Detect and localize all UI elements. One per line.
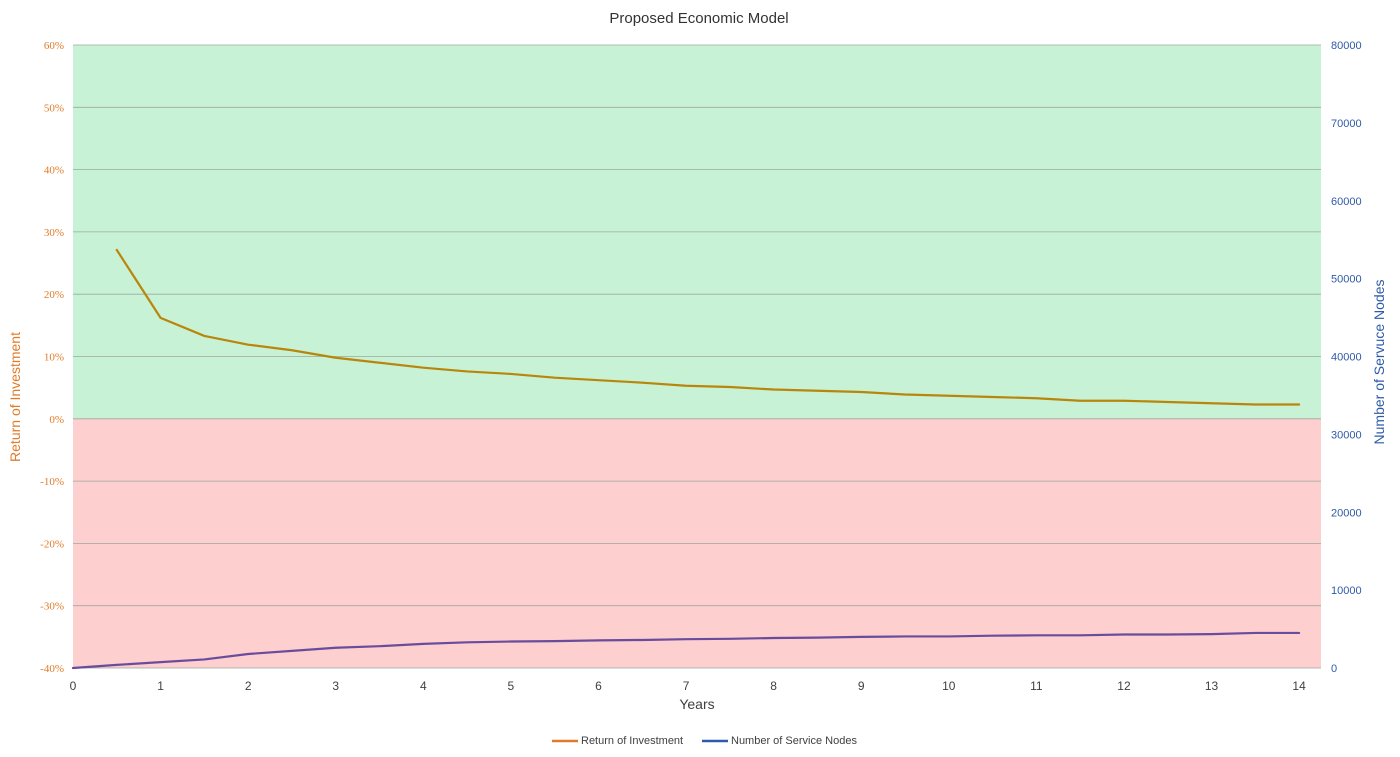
left-y-tick-label: -20%	[40, 538, 64, 550]
x-tick-label: 12	[1117, 679, 1131, 693]
left-y-tick-label: -30%	[40, 601, 64, 613]
right-y-axis-title: Number of Servuce Nodes	[1371, 280, 1387, 445]
left-y-tick-label: 10%	[44, 352, 64, 364]
right-y-tick-label: 10000	[1331, 585, 1362, 597]
right-y-tick-label: 70000	[1331, 118, 1362, 130]
left-y-tick-label: 0%	[49, 414, 64, 426]
x-tick-label: 7	[683, 679, 690, 693]
x-tick-label: 9	[858, 679, 865, 693]
left-y-tick-label: 60%	[44, 40, 64, 52]
left-y-tick-label: -10%	[40, 476, 64, 488]
series-lines	[71, 248, 1301, 670]
right-y-tick-label: 50000	[1331, 274, 1362, 286]
x-axis-title: Years	[679, 696, 714, 712]
x-tick-label: 5	[508, 679, 515, 693]
left-y-tick-label: -40%	[40, 663, 64, 675]
right-y-tick-label: 20000	[1331, 507, 1362, 519]
right-y-axis-ticks: 80000 70000 60000 50000 40000 30000 20000 10000…	[1331, 40, 1362, 675]
legend: Return of Investment Number of Service N…	[552, 735, 857, 747]
left-y-tick-label: 40%	[44, 165, 64, 177]
left-y-tick-label: 50%	[44, 102, 64, 114]
right-y-tick-label: 0	[1331, 663, 1337, 675]
left-y-tick-label: 30%	[44, 227, 64, 239]
x-tick-label: 13	[1205, 679, 1219, 693]
legend-nodes-label: Number of Service Nodes	[731, 735, 857, 747]
right-y-tick-label: 60000	[1331, 196, 1362, 208]
gridlines	[73, 44, 1321, 669]
legend-roi-label: Return of Investment	[581, 735, 683, 747]
right-y-tick-label: 80000	[1331, 40, 1362, 52]
series-line-return-of-investment	[115, 248, 1301, 406]
x-tick-label: 3	[332, 679, 339, 693]
x-tick-label: 10	[942, 679, 956, 693]
right-y-tick-label: 40000	[1331, 352, 1362, 364]
chart-title: Proposed Economic Model	[609, 10, 788, 27]
x-tick-label: 11	[1030, 679, 1043, 693]
left-y-tick-label: 20%	[44, 289, 64, 301]
x-tick-label: 1	[157, 679, 164, 693]
left-y-axis-ticks: 60% 50% 40% 30% 20% 10% 0% -10% -20% -30% -40%	[40, 40, 64, 675]
x-tick-label: 8	[770, 679, 777, 693]
x-tick-label: 2	[245, 679, 252, 693]
x-tick-label: 14	[1292, 679, 1306, 693]
x-tick-label: 4	[420, 679, 427, 693]
left-y-axis-title: Return of Investment	[7, 332, 23, 462]
right-y-tick-label: 30000	[1331, 429, 1362, 441]
x-tick-label: 0	[70, 679, 77, 693]
series-line-service-nodes	[71, 631, 1301, 670]
x-tick-label: 6	[595, 679, 602, 693]
x-axis-ticks: 0 1 2 3 4 5 6 7 8 9 10 11 12 13 14	[70, 679, 1306, 693]
